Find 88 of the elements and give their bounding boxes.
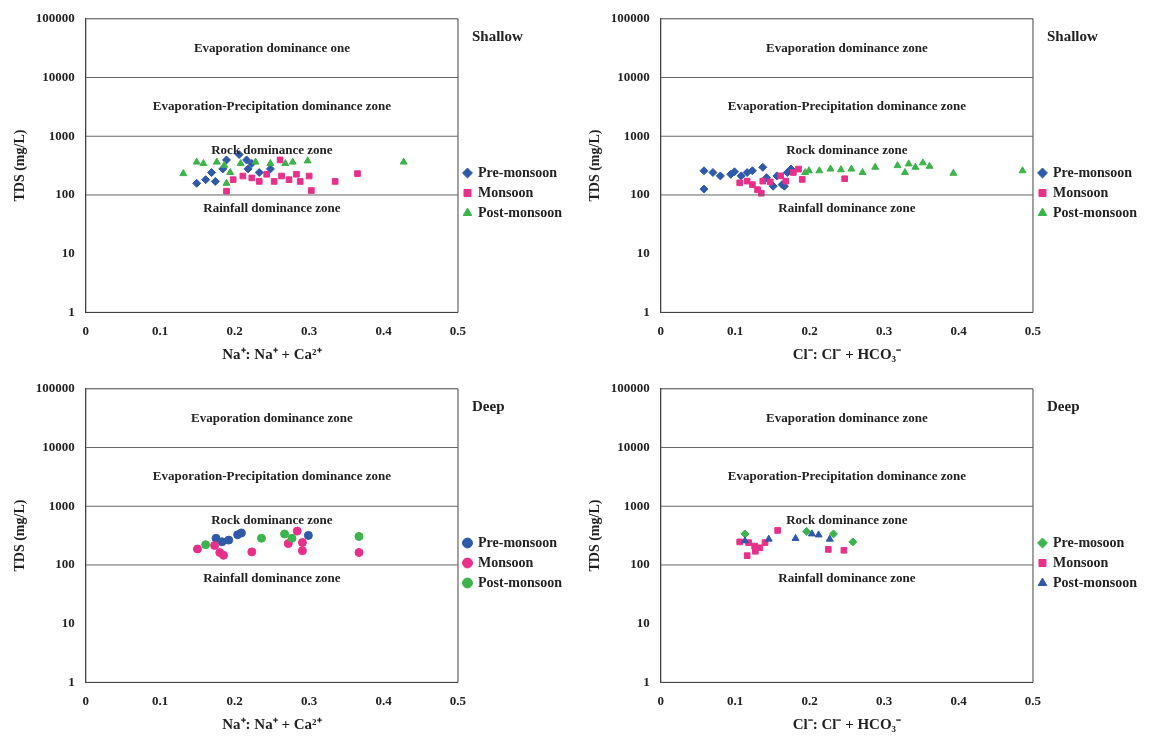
y-tick-label: 100 [55, 556, 75, 572]
y-tick-label: 10000 [42, 68, 75, 84]
x-tick-label: 0 [82, 322, 90, 338]
y-axis-title: TDS (mg/L) [12, 129, 29, 202]
y-tick-label: 10 [61, 245, 75, 261]
x-axis-title: Cl⁻: Cl⁻ + HCO₃⁻ [792, 345, 902, 362]
y-axis-title: TDS (mg/L) [587, 499, 604, 572]
x-tick-label: 0 [82, 692, 90, 708]
x-tick-label: 0.1 [727, 692, 744, 708]
y-tick-label: 1 [68, 673, 75, 689]
x-tick-label: 0.2 [801, 692, 818, 708]
annotation: Rock dominance zone [786, 141, 908, 157]
annotation: Rainfall dominance zone [778, 200, 916, 216]
legend-label: Pre-mosoon [1052, 534, 1125, 550]
y-tick-label: 100000 [35, 10, 75, 26]
x-tick-label: 0.4 [950, 322, 968, 338]
text: Deep [471, 397, 505, 414]
y-tick-label: 1 [68, 303, 75, 319]
x-tick-label: 0 [657, 322, 665, 338]
y-tick-label: 100000 [610, 380, 650, 396]
legend-label: Post-monsoon [1052, 574, 1138, 590]
annotation: Evaporation-Precipitation dominance zone [727, 98, 967, 114]
annotation: Rainfall dominance zone [778, 570, 916, 586]
y-tick-label: 100000 [610, 10, 650, 26]
x-tick-label: 0.1 [727, 322, 744, 338]
x-tick-label: 0.3 [875, 322, 893, 338]
annotation: Evaporation-Precipitation dominance zone [152, 468, 392, 484]
x-tick-label: 0.3 [300, 692, 318, 708]
y-tick-label: 10000 [617, 68, 650, 84]
annotation: Rainfall dominance zone [203, 200, 341, 216]
x-axis-title: Na⁺: Na⁺ + Ca²⁺ [222, 715, 322, 732]
annotation: Evaporation-Precipitation dominance zone [152, 98, 392, 114]
y-tick-label: 10000 [42, 438, 75, 454]
y-tick-label: 10 [61, 615, 75, 631]
x-tick-label: 0.1 [152, 322, 169, 338]
y-tick-label: 1000 [623, 497, 650, 513]
legend-label: Pre-monsoon [1052, 164, 1133, 180]
annotation: Evaporation dominance one [193, 39, 351, 55]
y-tick-label: 100000 [35, 380, 75, 396]
legend-label: Post-monsoon [1052, 204, 1138, 220]
y-tick-label: 10000 [617, 438, 650, 454]
x-tick-label: 0.3 [875, 692, 893, 708]
legend-label: Post-monsoon [477, 204, 563, 220]
annotation: Evaporation-Precipitation dominance zone [727, 468, 967, 484]
x-tick-label: 0.3 [300, 322, 318, 338]
annotation: Rock dominance zone [211, 511, 333, 527]
y-tick-label: 1000 [623, 127, 650, 143]
x-tick-label: 0.2 [226, 322, 243, 338]
x-axis-title: Cl⁻: Cl⁻ + HCO₃⁻ [792, 715, 902, 732]
x-tick-label: 0.2 [801, 322, 818, 338]
y-tick-label: 10 [636, 245, 650, 261]
y-tick-label: 100 [630, 556, 650, 572]
y-tick-label: 100 [55, 186, 75, 202]
text: Shallow [471, 27, 524, 44]
legend-label: Monsoon [477, 554, 534, 570]
annotation: Evaporation dominance zone [191, 409, 354, 425]
x-tick-label: 0.5 [449, 322, 467, 338]
x-tick-label: 0.2 [226, 692, 243, 708]
x-tick-label: 0 [657, 692, 665, 708]
x-tick-label: 0.5 [1024, 692, 1042, 708]
legend-label: Monsoon [1052, 184, 1109, 200]
legend-label: Monsoon [477, 184, 534, 200]
text: Deep [1046, 397, 1080, 414]
x-tick-label: 0.5 [449, 692, 467, 708]
y-axis-title: TDS (mg/L) [12, 499, 29, 572]
y-tick-label: 1000 [48, 127, 75, 143]
text: Shallow [1046, 27, 1099, 44]
annotation: Evaporation dominance zone [766, 409, 929, 425]
x-tick-label: 0.5 [1024, 322, 1042, 338]
y-tick-label: 100 [630, 186, 650, 202]
legend-label: Pre-monsoon [477, 164, 558, 180]
legend-label: Pre-monsoon [477, 534, 558, 550]
annotation: Rock dominance zone [786, 511, 908, 527]
x-tick-label: 0.1 [152, 692, 169, 708]
y-tick-label: 10 [636, 615, 650, 631]
x-axis-title: Na⁺: Na⁺ + Ca²⁺ [222, 345, 322, 362]
y-axis-title: TDS (mg/L) [587, 129, 604, 202]
annotation: Rainfall dominance zone [203, 570, 341, 586]
x-tick-label: 0.4 [950, 692, 968, 708]
y-tick-label: 1000 [48, 497, 75, 513]
legend-label: Monsoon [1052, 554, 1109, 570]
y-tick-label: 1 [643, 303, 650, 319]
annotation: Evaporation dominance zone [766, 39, 929, 55]
x-tick-label: 0.4 [375, 692, 393, 708]
annotation: Rock dominance zone [211, 141, 333, 157]
x-tick-label: 0.4 [375, 322, 393, 338]
y-tick-label: 1 [643, 673, 650, 689]
legend-label: Post-monsoon [477, 574, 563, 590]
